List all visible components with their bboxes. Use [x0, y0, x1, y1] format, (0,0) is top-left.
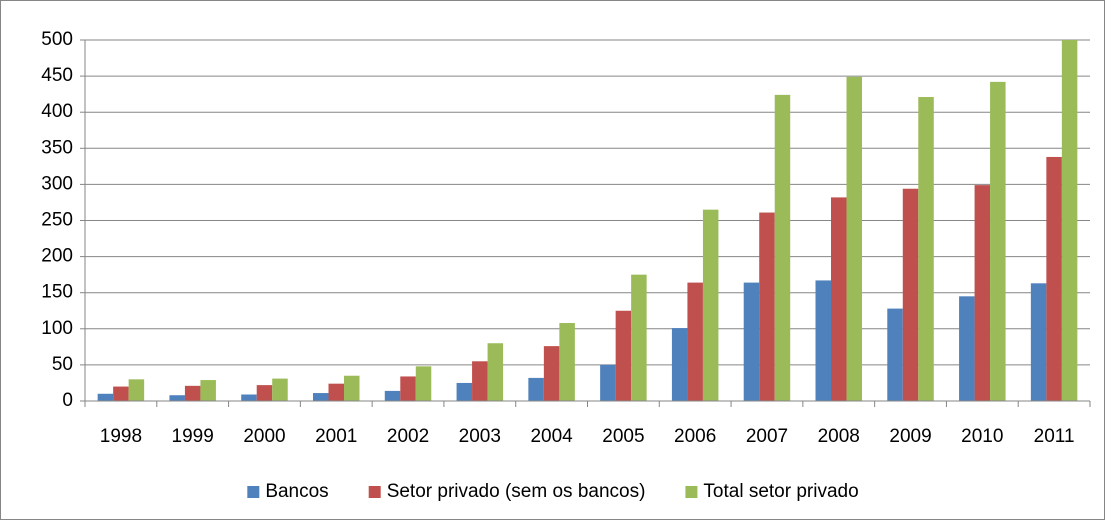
y-tick-label: 0 — [62, 390, 73, 411]
bar — [959, 296, 975, 401]
bar — [1046, 156, 1062, 401]
x-tick-label: 1999 — [172, 426, 214, 447]
x-tick-label: 2005 — [602, 426, 644, 447]
x-tick-label: 2009 — [889, 426, 931, 447]
bar — [846, 76, 862, 402]
bar — [184, 385, 201, 401]
y-tick-label: 50 — [52, 354, 73, 375]
bar — [272, 378, 288, 401]
y-tick-label: 200 — [41, 246, 73, 267]
bar — [1030, 283, 1047, 401]
bar — [615, 310, 632, 401]
y-tick-label: 150 — [41, 282, 73, 303]
y-tick-label: 100 — [41, 318, 73, 339]
legend-swatch — [247, 486, 260, 498]
legend-label: Bancos — [265, 481, 328, 502]
y-tick-label: 450 — [41, 65, 73, 86]
x-tick-label: 2000 — [243, 426, 285, 447]
legend-label: Total setor privado — [703, 481, 858, 502]
bar — [774, 94, 791, 401]
bar — [902, 188, 919, 401]
x-tick-label: 2004 — [530, 426, 573, 447]
y-tick-label: 300 — [41, 173, 73, 194]
bar — [128, 379, 145, 401]
x-tick-label: 2011 — [1034, 426, 1075, 447]
bar — [600, 364, 616, 401]
bar — [974, 185, 991, 401]
bar — [328, 383, 344, 401]
x-tick-label: 2008 — [818, 426, 860, 447]
bar — [97, 393, 114, 401]
bar — [815, 280, 831, 401]
bar — [918, 97, 934, 402]
bar — [1061, 40, 1078, 401]
bar — [241, 394, 257, 401]
bar — [415, 366, 432, 401]
bar — [887, 308, 903, 401]
x-tick-label: 2001 — [315, 426, 357, 447]
bar — [759, 212, 775, 401]
bar — [400, 376, 416, 401]
y-tick-label: 400 — [41, 101, 73, 122]
bar — [831, 197, 847, 401]
bar — [256, 385, 273, 401]
x-tick-label: 2006 — [674, 426, 716, 447]
x-tick-label: 2002 — [387, 426, 429, 447]
bar — [990, 81, 1006, 401]
y-tick-label: 250 — [41, 210, 73, 231]
bar — [631, 274, 647, 401]
y-tick-label: 500 — [41, 29, 73, 50]
bar — [687, 282, 703, 401]
bar — [671, 328, 688, 401]
bar — [456, 382, 473, 401]
y-tick-label: 350 — [41, 137, 73, 158]
legend-swatch — [368, 486, 381, 498]
bar — [113, 386, 129, 401]
bar — [472, 361, 488, 401]
bar — [169, 395, 185, 401]
legend-swatch — [685, 486, 698, 498]
bar — [528, 377, 544, 401]
bar — [743, 282, 760, 401]
bar — [559, 323, 575, 401]
x-tick-label: 2010 — [961, 426, 1003, 447]
bar — [200, 380, 216, 401]
bar — [313, 393, 329, 401]
x-tick-label: 2007 — [746, 426, 788, 447]
bar — [543, 346, 560, 401]
x-tick-label: 1998 — [100, 426, 142, 447]
bar — [344, 375, 360, 401]
legend-label: Setor privado (sem os bancos) — [387, 481, 646, 502]
bar — [487, 343, 504, 401]
bar — [384, 390, 401, 401]
bar — [702, 209, 719, 401]
x-tick-label: 2003 — [459, 426, 501, 447]
